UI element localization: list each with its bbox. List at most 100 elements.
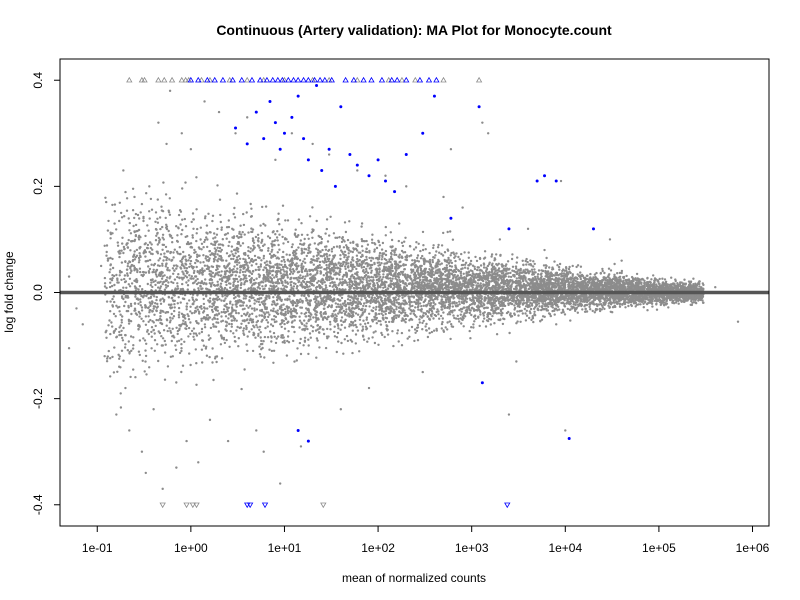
background-point (275, 298, 279, 302)
background-point (404, 311, 407, 315)
background-point (216, 317, 219, 321)
background-point (177, 306, 181, 310)
background-point (247, 287, 251, 290)
background-point (366, 321, 370, 325)
background-point (390, 238, 394, 242)
background-point (153, 339, 157, 342)
background-point (354, 319, 357, 322)
background-point (201, 361, 204, 364)
background-point (112, 295, 115, 298)
background-point (603, 307, 606, 311)
background-point (443, 251, 447, 254)
background-point (271, 269, 275, 272)
background-point (324, 259, 327, 262)
background-point (558, 262, 562, 266)
background-point (185, 281, 188, 284)
background-point (450, 251, 453, 255)
background-point (112, 312, 116, 316)
background-point (270, 318, 274, 321)
background-point (283, 327, 287, 330)
background-point (263, 313, 267, 316)
background-point (107, 349, 111, 353)
background-point (196, 270, 199, 274)
background-point (377, 300, 380, 303)
background-point (244, 297, 247, 300)
background-point (304, 297, 308, 300)
background-point (503, 317, 506, 321)
background-point (415, 315, 418, 318)
background-point (234, 296, 237, 299)
background-point (364, 304, 368, 308)
background-point (207, 299, 210, 302)
background-point (156, 217, 159, 220)
background-point (248, 295, 251, 299)
background-point (516, 256, 519, 259)
background-point (255, 315, 258, 318)
background-point (189, 262, 192, 265)
background-point (438, 317, 441, 320)
background-point (348, 283, 352, 286)
background-point (335, 336, 339, 339)
background-point (529, 259, 532, 262)
background-point (463, 251, 466, 254)
background-point (308, 215, 312, 218)
background-point (267, 249, 270, 252)
background-point (181, 322, 185, 325)
background-point (175, 326, 178, 329)
background-point (391, 330, 394, 333)
background-point (150, 208, 154, 211)
background-point (365, 267, 368, 271)
background-point (417, 308, 420, 311)
background-point (605, 299, 609, 302)
background-point (483, 311, 486, 314)
background-point (422, 319, 425, 323)
background-point (158, 216, 162, 219)
background-point (354, 342, 357, 345)
background-point (127, 283, 130, 286)
background-point (347, 252, 350, 255)
background-point (395, 308, 398, 311)
background-point (205, 354, 209, 357)
background-point (259, 265, 262, 268)
background-point (147, 229, 150, 232)
background-point (303, 319, 306, 322)
background-point (336, 331, 340, 335)
background-point (212, 323, 215, 326)
background-point (624, 301, 627, 304)
background-point (252, 278, 256, 282)
background-point (216, 253, 219, 256)
background-point (266, 325, 269, 328)
background-point (580, 303, 584, 307)
background-point (195, 232, 198, 235)
background-point (211, 361, 214, 364)
background-point (395, 305, 398, 308)
background-point (180, 349, 183, 353)
background-point (207, 334, 210, 337)
background-point (389, 260, 392, 264)
background-point (275, 236, 279, 239)
background-point (579, 271, 582, 274)
background-point (327, 257, 331, 261)
background-point (448, 264, 452, 268)
background-point (264, 224, 267, 227)
background-point (306, 251, 310, 255)
background-point (278, 233, 281, 236)
background-point (183, 266, 186, 270)
background-point (342, 352, 345, 355)
background-point (377, 343, 380, 346)
background-point (450, 323, 453, 326)
background-point (479, 282, 482, 285)
background-point (437, 243, 440, 247)
background-point (280, 228, 284, 231)
background-point (179, 267, 183, 270)
background-point (349, 299, 352, 302)
background-point (313, 242, 316, 245)
background-point (348, 220, 351, 223)
background-point (528, 263, 531, 266)
background-point (452, 314, 455, 317)
background-point (385, 325, 389, 328)
background-point (139, 300, 142, 304)
background-point (162, 181, 165, 184)
background-point (417, 286, 420, 289)
background-point (203, 323, 207, 326)
